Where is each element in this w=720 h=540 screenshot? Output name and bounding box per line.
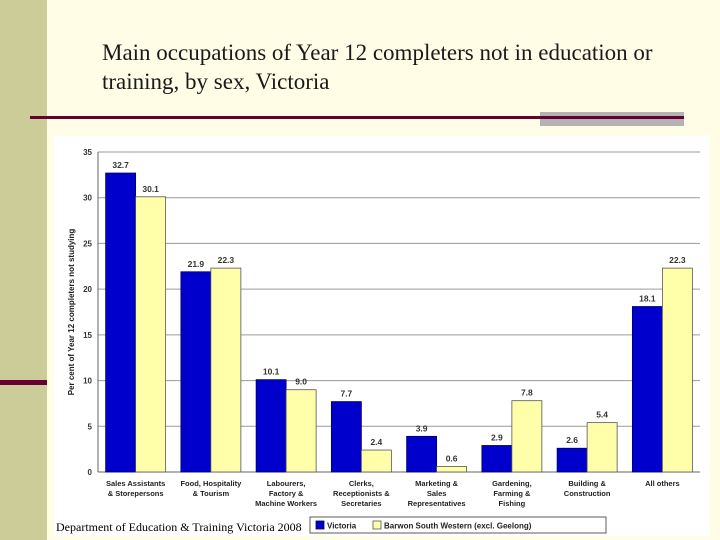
data-label: 7.8 [521,388,533,398]
y-tick-label: 30 [83,194,92,203]
data-label: 21.9 [188,259,205,269]
chart-container: 0 5 10 15 20 25 30 35 Per cent of Year 12 comple… [54,136,710,536]
legend-label: Barwon South Western (excl. Geelong) [384,522,532,531]
data-label: 5.4 [596,410,608,420]
bar-chart: 0 5 10 15 20 25 30 35 Per cent of Year 12 comple… [67,148,700,534]
bar [330,401,362,473]
bar [631,306,663,473]
bar [180,271,212,473]
legend-label: Victoria [327,522,357,531]
x-tick-label: Sales [427,489,447,498]
x-tick-label: Representatives [408,499,466,508]
legend-swatch [372,520,382,530]
y-tick-label: 10 [83,377,92,386]
legend-swatch [315,520,325,530]
sidebar-stripe [0,380,47,385]
bar [105,172,137,473]
x-tick-label: Factory & [269,489,304,498]
sidebar-decoration [0,0,47,540]
x-tick-label: Building & [568,479,606,488]
x-tick-label: & Storepersons [108,489,164,498]
y-tick-label: 0 [88,468,93,477]
title-rule-accent [540,112,684,126]
x-tick-label: All others [645,479,680,488]
data-label: 22.3 [218,255,235,265]
data-label: 2.4 [370,437,382,447]
x-tick-label: Receptionists & [333,489,390,498]
bar [511,400,543,473]
data-label: 30.1 [142,184,159,194]
data-label: 22.3 [669,255,686,265]
data-label: 18.1 [639,294,656,304]
bar [406,435,438,473]
bar [436,466,468,473]
bar [210,267,242,473]
x-tick-label: Fishing [499,499,526,508]
data-label: 2.6 [566,435,578,445]
bar [135,196,167,473]
data-label: 0.6 [446,454,458,464]
footer-credit: Department of Education & Training Victo… [54,520,304,535]
x-tick-label: Food, Hospitality [180,479,242,488]
bar [285,389,317,473]
x-tick-label: Machine Workers [255,499,317,508]
data-label: 10.1 [263,367,280,377]
bar [556,447,588,473]
title-rule [30,116,684,119]
bar [255,379,287,473]
bar [481,445,513,473]
x-tick-label: & Tourism [193,489,230,498]
x-tick-label: Gardening, [492,479,532,488]
x-tick-label: Construction [564,489,611,498]
x-tick-label: Clerks, [349,479,374,488]
x-tick-label: Sales Assistants [106,479,165,488]
data-label: 32.7 [112,160,129,170]
bar [360,449,392,473]
y-axis-label: Per cent of Year 12 completers not study… [67,229,76,396]
x-tick-label: Secretaries [341,499,381,508]
y-tick-label: 20 [83,285,92,294]
y-tick-label: 35 [83,148,92,157]
y-tick-label: 25 [83,239,92,248]
x-tick-label: Farming & [493,489,531,498]
slide-title: Main occupations of Year 12 completers n… [102,40,653,94]
x-tick-label: Labourers, [267,479,306,488]
x-tick-label: Marketing & [415,479,459,488]
data-label: 2.9 [491,432,503,442]
y-tick-label: 15 [83,331,92,340]
legend-box [309,516,607,534]
data-label: 7.7 [340,389,352,399]
bar [661,267,693,473]
bar [586,422,618,473]
data-label: 9.0 [295,377,307,387]
y-tick-label: 5 [88,422,93,431]
data-label: 3.9 [416,423,428,433]
